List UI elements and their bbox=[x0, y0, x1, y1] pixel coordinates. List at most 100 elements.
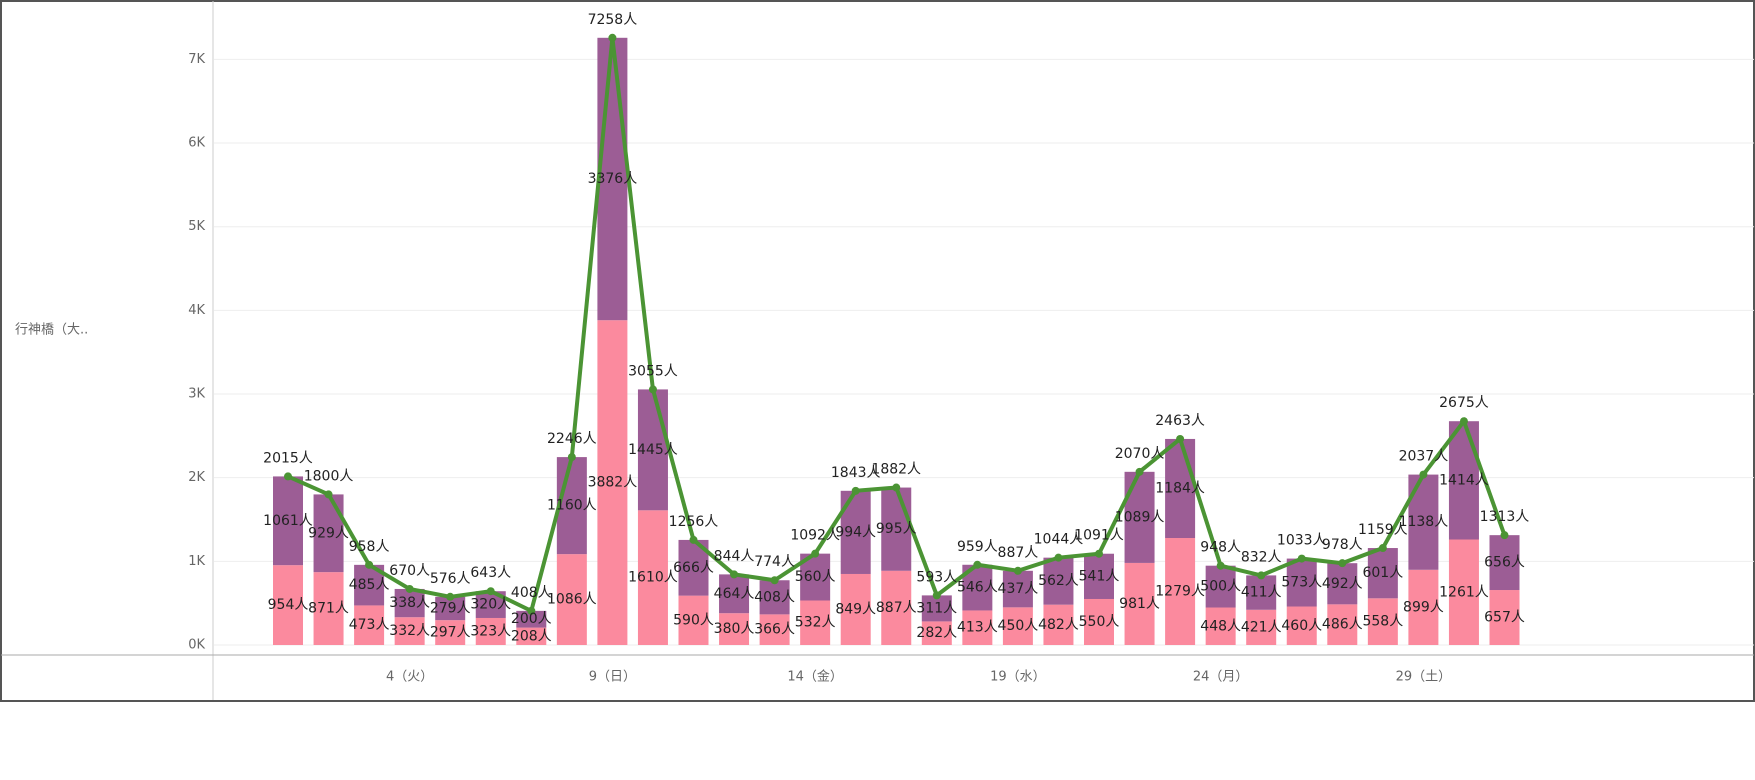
segment-label: 3376人 bbox=[588, 171, 638, 187]
segment-label: 601人 bbox=[1362, 565, 1403, 581]
total-label: 2246人 bbox=[547, 431, 597, 447]
total-label: 1092人 bbox=[790, 528, 840, 544]
segment-label: 486人 bbox=[1322, 617, 1363, 633]
segment-label: 573人 bbox=[1281, 575, 1322, 591]
segment-label: 338人 bbox=[389, 595, 430, 611]
total-label: 958人 bbox=[349, 539, 390, 555]
segment-label: 464人 bbox=[714, 586, 755, 602]
segment-label: 871人 bbox=[308, 601, 349, 617]
segment-label: 411人 bbox=[1241, 585, 1282, 601]
segment-label: 413人 bbox=[957, 620, 998, 636]
segment-label: 3882人 bbox=[588, 475, 638, 491]
bar-segment bbox=[719, 613, 750, 645]
segment-label: 1610人 bbox=[628, 570, 678, 586]
line-point bbox=[892, 483, 901, 492]
total-label: 408人 bbox=[511, 585, 552, 601]
segment-label: 550人 bbox=[1079, 614, 1120, 630]
bar-segment bbox=[435, 620, 466, 645]
total-label: 1800人 bbox=[304, 468, 354, 484]
line-point bbox=[730, 570, 739, 579]
total-label: 2463人 bbox=[1155, 413, 1205, 429]
bar-segment bbox=[1043, 557, 1074, 605]
total-label: 1313人 bbox=[1480, 509, 1530, 525]
line-point bbox=[689, 535, 698, 544]
bar-segment bbox=[597, 320, 628, 645]
bar-segment bbox=[1084, 598, 1114, 645]
bar-segment bbox=[1367, 598, 1398, 645]
bar-segment bbox=[637, 389, 668, 511]
bar-segment bbox=[759, 614, 790, 645]
x-tick-label: 14（金） bbox=[787, 669, 843, 685]
segment-label: 1279人 bbox=[1155, 583, 1205, 599]
y-tick-label: 6K bbox=[188, 136, 205, 151]
total-label: 2015人 bbox=[263, 450, 313, 466]
line-point bbox=[1459, 417, 1468, 426]
bar-segment bbox=[1002, 607, 1033, 645]
segment-label: 1138人 bbox=[1399, 514, 1449, 530]
bar-segment bbox=[394, 617, 425, 645]
segment-label: 380人 bbox=[714, 621, 755, 637]
segment-label: 994人 bbox=[835, 524, 876, 540]
bar-segment bbox=[1043, 604, 1074, 645]
bar-segment bbox=[1246, 575, 1277, 610]
bar-segment bbox=[881, 487, 912, 571]
line-point bbox=[1176, 434, 1185, 443]
bar-segment bbox=[1002, 570, 1033, 608]
line-point bbox=[1419, 470, 1428, 479]
segment-label: 1089人 bbox=[1115, 509, 1165, 525]
bar-segment bbox=[678, 595, 709, 645]
segment-label: 448人 bbox=[1200, 618, 1241, 634]
segment-label: 849人 bbox=[835, 601, 876, 617]
bar-segment bbox=[516, 627, 547, 645]
bar-segment bbox=[313, 494, 344, 573]
bar-segment bbox=[475, 617, 506, 645]
segment-label: 560人 bbox=[795, 569, 836, 585]
line-point bbox=[932, 591, 941, 600]
line-point bbox=[324, 490, 333, 499]
line-point bbox=[446, 592, 455, 601]
bar-segment bbox=[394, 588, 425, 618]
bar-segment bbox=[1286, 558, 1317, 607]
segment-label: 208人 bbox=[511, 628, 552, 644]
total-label: 959人 bbox=[957, 539, 998, 555]
segment-label: 297人 bbox=[430, 625, 471, 641]
segment-label: 666人 bbox=[673, 560, 714, 576]
segment-label: 408人 bbox=[754, 589, 795, 605]
x-tick-label: 24（月） bbox=[1193, 670, 1249, 685]
bar-segment bbox=[273, 476, 303, 566]
bar-segment bbox=[921, 621, 952, 645]
segment-label: 311人 bbox=[916, 600, 957, 616]
bar-segment bbox=[556, 554, 587, 645]
bar-segment bbox=[1165, 537, 1196, 645]
bar-segment bbox=[1205, 607, 1236, 645]
line-point bbox=[1257, 571, 1266, 580]
total-label: 576人 bbox=[430, 571, 471, 587]
bar-segment bbox=[637, 510, 668, 645]
line-point bbox=[1338, 559, 1347, 568]
bar-segment bbox=[1327, 604, 1358, 645]
segment-label: 899人 bbox=[1403, 599, 1444, 615]
total-label: 948人 bbox=[1200, 540, 1241, 556]
bar-segment bbox=[1367, 548, 1398, 599]
bar-segment bbox=[840, 573, 871, 645]
bar-segment bbox=[273, 565, 303, 645]
segment-label: 954人 bbox=[268, 597, 309, 613]
line-point bbox=[608, 33, 617, 42]
bar-segment bbox=[881, 570, 912, 645]
line-point bbox=[1216, 561, 1225, 570]
line-point bbox=[1095, 549, 1103, 558]
bar-segment bbox=[313, 572, 344, 645]
total-label: 1843人 bbox=[831, 465, 881, 481]
total-label: 844人 bbox=[714, 548, 755, 564]
total-label: 2675人 bbox=[1439, 395, 1489, 411]
bar-segment bbox=[1246, 609, 1277, 645]
total-label: 1091人 bbox=[1074, 528, 1124, 544]
line-point bbox=[527, 606, 536, 615]
bar-segment bbox=[962, 610, 993, 645]
line-point bbox=[486, 587, 495, 596]
total-label: 978人 bbox=[1322, 537, 1363, 553]
y-tick-label: 0K bbox=[188, 638, 205, 653]
line-point bbox=[811, 549, 820, 558]
line-point bbox=[567, 453, 576, 462]
